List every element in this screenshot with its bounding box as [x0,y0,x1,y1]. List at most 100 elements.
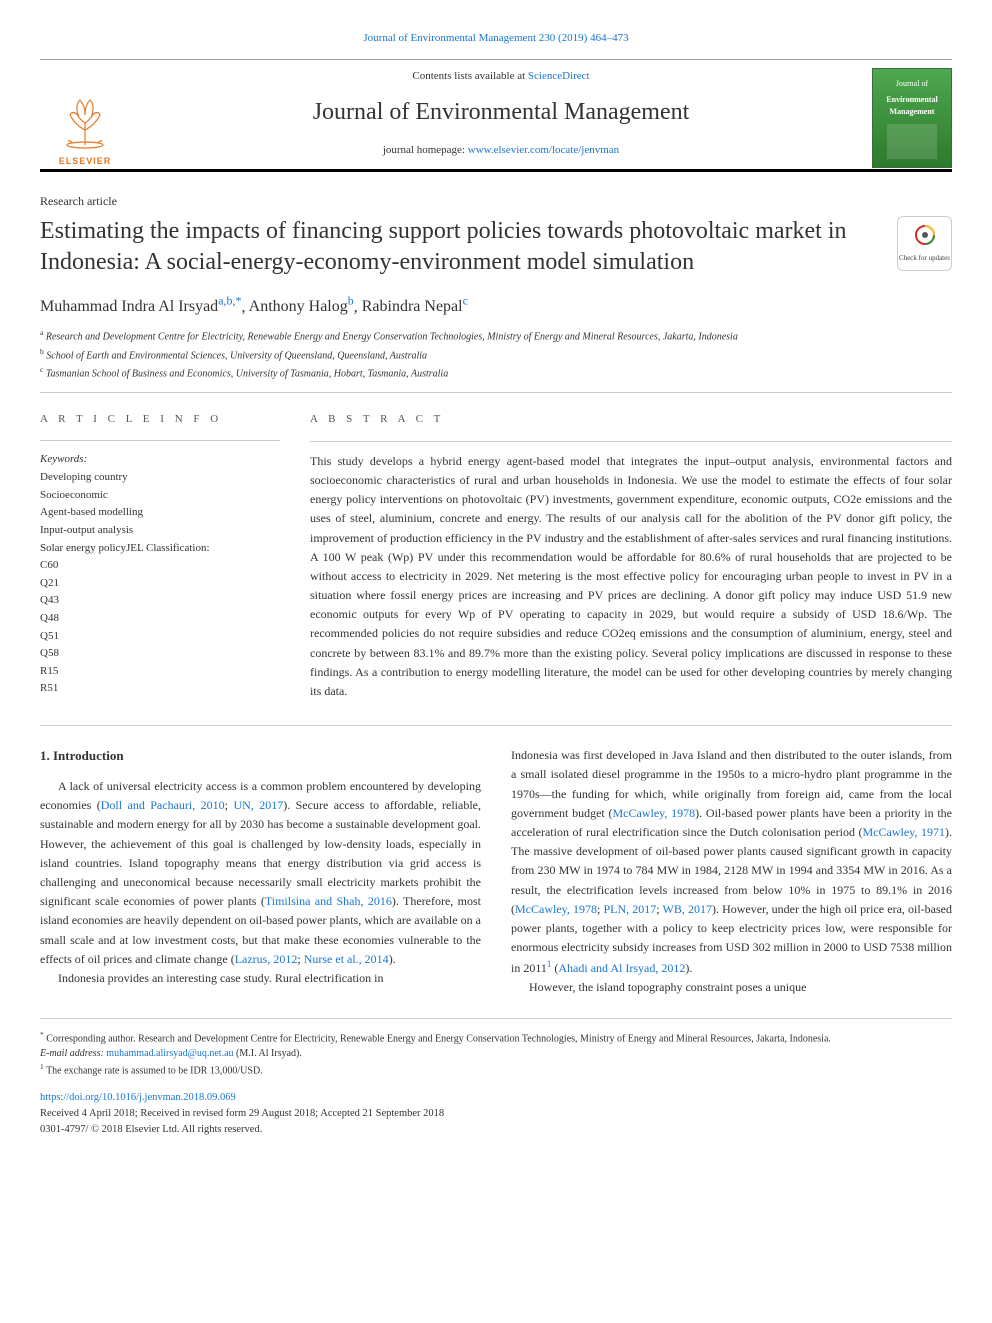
body-two-columns: 1. Introduction A lack of universal elec… [40,746,952,997]
jel-7: R15 [40,663,280,681]
citation-link[interactable]: Journal of Environmental Management 230 … [363,32,628,44]
email-line: E-mail address: muhammad.alirsyad@uq.net… [40,1046,952,1061]
jel-1: C60 [40,557,280,575]
cover-title: Journal of [896,78,928,90]
author-3-name: Rabindra Nepal [362,298,463,315]
sciencedirect-link[interactable]: ScienceDirect [528,70,590,82]
journal-header-box: ELSEVIER Contents lists available at Sci… [40,59,952,172]
ref-doll-2010[interactable]: Doll and Pachauri, 2010 [101,798,225,812]
ref-nurse-2014[interactable]: Nurse et al., 2014 [304,952,389,966]
fn1-text: The exchange rate is assumed to be IDR 1… [44,1065,263,1076]
column-left: 1. Introduction A lack of universal elec… [40,746,481,997]
author-1-name: Muhammad Indra Al Irsyad [40,298,218,315]
footnote-1: 1 The exchange rate is assumed to be IDR… [40,1061,952,1078]
aff-c-text: Tasmanian School of Business and Economi… [46,368,448,379]
corresponding-author-note: * Corresponding author. Research and Dev… [40,1029,952,1046]
article-title: Estimating the impacts of financing supp… [40,216,877,278]
ref-mccawley-1971[interactable]: McCawley, 1971 [863,825,945,839]
check-updates-badge[interactable]: Check for updates [897,216,952,271]
aff-c-mark: c [40,365,43,374]
check-updates-text: Check for updates [899,253,950,264]
jel-label: Solar energy policyJEL Classification: [40,540,280,558]
ref-wb-2017[interactable]: WB, 2017 [663,902,712,916]
jel-2: Q21 [40,575,280,593]
keywords-list: Developing country Socioeconomic Agent-b… [40,469,280,698]
received-dates: Received 4 April 2018; Received in revis… [40,1106,952,1122]
elsevier-logo-text: ELSEVIER [59,155,112,169]
p1-c: ). Secure access to affordable, reliable… [40,798,481,908]
author-2: Anthony Halogb [249,298,354,315]
author-1-aff[interactable]: a,b,* [218,294,241,308]
aff-a-mark: a [40,328,43,337]
author-2-aff[interactable]: b [348,294,354,308]
col2-para-1: Indonesia was first developed in Java Is… [511,746,952,978]
ref-pln-2017[interactable]: PLN, 2017 [603,902,656,916]
doi-link[interactable]: https://doi.org/10.1016/j.jenvman.2018.0… [40,1092,236,1103]
abstract-heading: A B S T R A C T [310,411,952,429]
keyword-3: Agent-based modelling [40,504,280,522]
footnotes-block: * Corresponding author. Research and Dev… [40,1029,952,1079]
homepage-prefix: journal homepage: [383,144,468,156]
keyword-2: Socioeconomic [40,487,280,505]
article-info-heading: A R T I C L E I N F O [40,411,280,428]
column-right: Indonesia was first developed in Java Is… [511,746,952,997]
homepage-link[interactable]: www.elsevier.com/locate/jenvman [468,144,619,156]
affiliations-block: a Research and Development Centre for El… [40,327,952,382]
author-1: Muhammad Indra Al Irsyada,b,* [40,298,242,315]
p1-f: ). [389,952,396,966]
aff-b-mark: b [40,347,44,356]
col2-para-2: However, the island topography constrain… [511,978,952,997]
aff-b-text: School of Earth and Environmental Scienc… [46,350,427,361]
footnote-divider [40,1018,952,1019]
ref-mccawley-1978a[interactable]: McCawley, 1978 [613,806,696,820]
divider-1 [40,392,952,393]
cover-title-main: Environmental Management [877,94,947,118]
ref-timilsina-2016[interactable]: Timilsina and Shah, 2016 [265,894,392,908]
contents-list-line: Contents lists available at ScienceDirec… [145,68,857,85]
divider-2 [40,725,952,726]
elsevier-tree-icon [50,85,120,155]
contents-prefix: Contents lists available at [412,70,527,82]
aff-a-text: Research and Development Centre for Elec… [46,332,738,343]
affiliation-c: c Tasmanian School of Business and Econo… [40,364,952,382]
c2p1-h: ). [685,961,692,975]
article-type-label: Research article [40,192,952,210]
intro-para-1: A lack of universal electricity access i… [40,777,481,969]
authors-line: Muhammad Indra Al Irsyada,b,*, Anthony H… [40,292,952,319]
abstract-block: A B S T R A C T This study develops a hy… [310,411,952,701]
header-center: Contents lists available at ScienceDirec… [145,68,857,169]
crossmark-icon [910,223,940,253]
issn-copyright: 0301-4797/ © 2018 Elsevier Ltd. All righ… [40,1122,952,1138]
cover-image-placeholder [887,124,937,159]
divider-abstract [310,441,952,442]
ref-lazrus-2012[interactable]: Lazrus, 2012 [235,952,298,966]
keyword-1: Developing country [40,469,280,487]
intro-heading: 1. Introduction [40,746,481,767]
ref-ahadi-2012[interactable]: Ahadi and Al Irsyad, 2012 [558,961,685,975]
keyword-4: Input-output analysis [40,522,280,540]
doi-block: https://doi.org/10.1016/j.jenvman.2018.0… [40,1090,952,1137]
article-info-sidebar: A R T I C L E I N F O Keywords: Developi… [40,411,280,701]
page-header-citation: Journal of Environmental Management 230 … [40,30,952,47]
divider-info [40,440,280,441]
elsevier-logo: ELSEVIER [40,68,130,168]
email-label: E-mail address: [40,1048,106,1059]
jel-6: Q58 [40,645,280,663]
journal-name: Journal of Environmental Management [145,94,857,130]
corresponding-email-link[interactable]: muhammad.alirsyad@uq.net.au [106,1048,233,1059]
author-3: Rabindra Nepalc [362,298,468,315]
keywords-label: Keywords: [40,451,280,468]
ref-un-2017[interactable]: UN, 2017 [233,798,283,812]
author-3-aff[interactable]: c [463,294,468,308]
jel-3: Q43 [40,592,280,610]
homepage-line: journal homepage: www.elsevier.com/locat… [145,142,857,159]
affiliation-a: a Research and Development Centre for El… [40,327,952,345]
email-suffix: (M.I. Al Irsyad). [234,1048,302,1059]
author-2-name: Anthony Halog [249,298,348,315]
journal-cover-thumbnail: Journal of Environmental Management [872,68,952,168]
affiliation-b: b School of Earth and Environmental Scie… [40,346,952,364]
ref-mccawley-1978b[interactable]: McCawley, 1978 [515,902,597,916]
jel-5: Q51 [40,628,280,646]
abstract-text: This study develops a hybrid energy agen… [310,452,952,701]
corr-text: Corresponding author. Research and Devel… [44,1033,831,1044]
